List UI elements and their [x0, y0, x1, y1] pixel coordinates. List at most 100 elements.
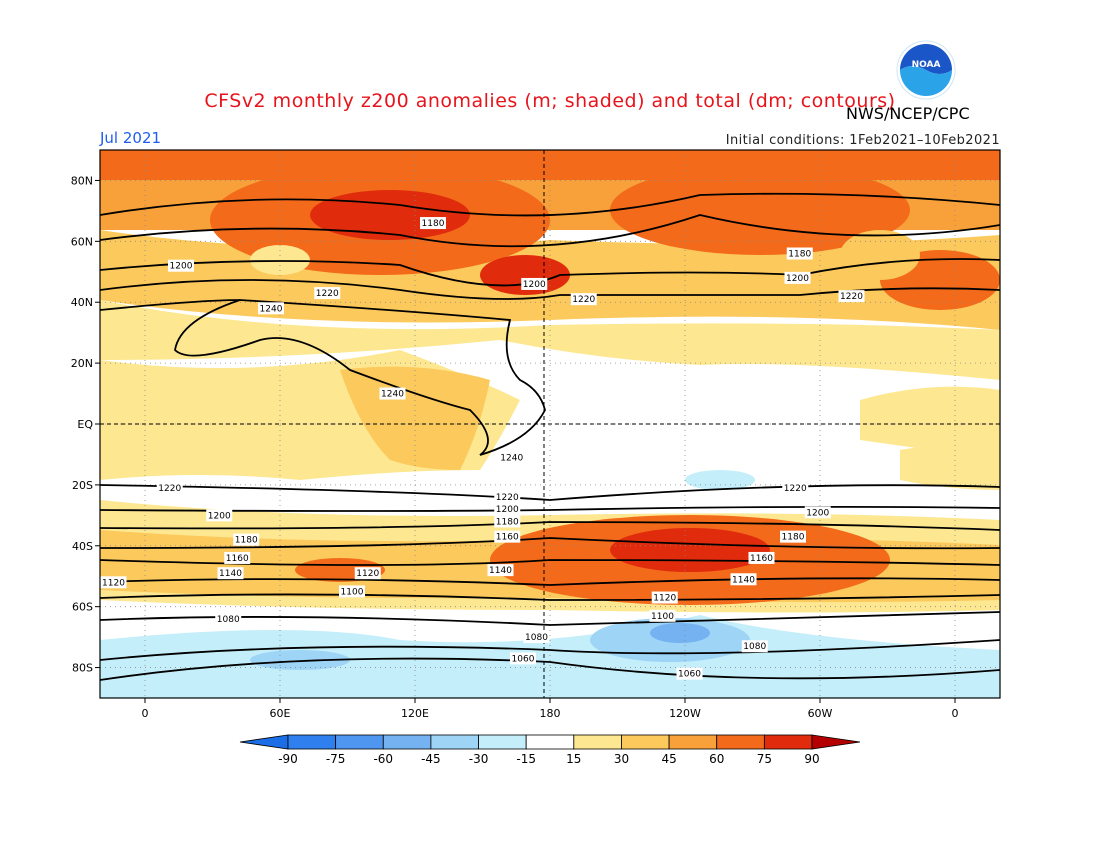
contour-label: 1220 [838, 290, 865, 303]
contour-label: 1060 [676, 667, 703, 680]
colorbar-tick-label: -60 [373, 752, 393, 766]
contour-labels: 1180 1200 1220 1240 1200 1220 1180 1200 1220 1240… [100, 217, 865, 680]
map-title: CFSv2 monthly z200 anomalies (m; shaded)… [204, 90, 896, 112]
colorbar-swatch [621, 734, 670, 750]
contour-label: 1220 [156, 481, 183, 494]
contour-label: 1200 [784, 271, 811, 284]
colorbar-tick-label: 45 [661, 752, 676, 766]
agency-label: NWS/NCEP/CPC [846, 104, 970, 123]
svg-text:1120: 1120 [356, 569, 379, 579]
map-panel: 1180 1200 1220 1240 1200 1220 1180 1200 1220 1240… [100, 150, 1000, 698]
lat-tick-label: 40S [72, 540, 93, 553]
svg-text:1180: 1180 [422, 219, 445, 229]
colorbar-tick-label: 60 [709, 752, 724, 766]
svg-text:1220: 1220 [784, 484, 807, 494]
colorbar-swatch [287, 734, 337, 750]
svg-text:1140: 1140 [732, 575, 755, 585]
svg-text:1120: 1120 [653, 594, 676, 604]
svg-text:1240: 1240 [260, 304, 283, 314]
lon-tick-label: 60E [270, 707, 291, 720]
colorbar: -90 -75 -60 -45 -30 -15 15 30 45 60 75 90 [239, 734, 861, 766]
contour-label: 1180 [494, 515, 521, 528]
logo-text: NOAA [912, 60, 941, 70]
lat-tick-label: 20N [71, 357, 93, 370]
lon-tick-label: 0 [142, 707, 149, 720]
contour-label: 1080 [523, 631, 550, 644]
contour-label: 1240 [498, 451, 525, 464]
svg-text:1220: 1220 [158, 484, 181, 494]
contour-label: 1160 [224, 551, 251, 564]
colorbar-swatch [335, 734, 384, 750]
svg-text:1180: 1180 [788, 250, 811, 260]
svg-text:1200: 1200 [786, 274, 809, 284]
contour-label: 1080 [741, 640, 768, 653]
colorbar-tick-label: -45 [421, 752, 441, 766]
contour-label: 1140 [730, 573, 757, 586]
svg-text:1060: 1060 [678, 670, 701, 680]
contour-label: 1060 [510, 652, 536, 665]
contour-label: 1100 [339, 585, 365, 598]
colorbar-high-arrow [811, 734, 861, 750]
contour-label: 1240 [379, 387, 406, 400]
contour-label: 1100 [649, 609, 676, 622]
contour-label: 1200 [494, 503, 521, 516]
svg-text:1180: 1180 [235, 536, 258, 546]
contour-label: 1240 [258, 302, 284, 315]
lon-tick-label: 60W [808, 707, 833, 720]
contour-label: 1200 [168, 259, 194, 272]
svg-text:1200: 1200 [496, 505, 519, 515]
lon-tick-label: 120E [401, 707, 429, 720]
lon-tick-label: 180 [540, 707, 561, 720]
contour-label: 1160 [748, 551, 775, 564]
contour-label: 1120 [100, 576, 127, 589]
svg-text:1180: 1180 [782, 533, 805, 543]
svg-text:1220: 1220 [840, 292, 863, 302]
colorbar-swatch [525, 734, 575, 750]
colorbar-swatch [478, 734, 527, 750]
lat-tick-label: 80N [71, 174, 93, 187]
colorbar-swatch [382, 734, 432, 750]
colorbar-tick-label: -75 [326, 752, 346, 766]
colorbar-swatch [763, 734, 813, 750]
month-label: Jul 2021 [100, 129, 162, 147]
contour-label: 1200 [521, 277, 548, 290]
svg-text:1180: 1180 [496, 517, 519, 527]
svg-text:1060: 1060 [512, 654, 535, 664]
lon-tick-label: 0 [952, 707, 959, 720]
contour-label: 1160 [494, 530, 521, 543]
svg-text:1080: 1080 [525, 633, 548, 643]
contour-label: 1180 [233, 533, 260, 546]
svg-text:1100: 1100 [651, 612, 674, 622]
colorbar-low-arrow [239, 734, 289, 750]
svg-text:1160: 1160 [226, 554, 249, 564]
contour-label: 1220 [314, 287, 341, 300]
lat-tick-label: 40N [71, 296, 93, 309]
longitude-axis: 0 60E 120E 180 120W 60W 0 [142, 698, 959, 720]
contour-label: 1140 [217, 567, 244, 580]
contour-label: 1140 [487, 564, 514, 577]
colorbar-swatch [716, 734, 765, 750]
svg-text:1220: 1220 [496, 493, 519, 503]
contour-label: 1180 [786, 247, 813, 260]
svg-text:1220: 1220 [572, 295, 595, 305]
colorbar-tick-label: -30 [469, 752, 489, 766]
lat-tick-label: 80S [72, 662, 93, 675]
svg-text:1080: 1080 [743, 642, 766, 652]
initial-conditions-label: Initial conditions: 1Feb2021–10Feb2021 [725, 133, 1000, 148]
contour-label: 1220 [570, 293, 597, 306]
colorbar-tick-label: 15 [566, 752, 581, 766]
lat-tick-label: EQ [77, 418, 93, 431]
contour-label: 1120 [354, 567, 381, 580]
contour-label: 1120 [651, 591, 678, 604]
svg-text:1080: 1080 [217, 615, 240, 625]
svg-text:1160: 1160 [496, 533, 519, 543]
colorbar-tick-label: 75 [757, 752, 772, 766]
contour-label: 1180 [420, 217, 446, 230]
colorbar-tick-label: -90 [278, 752, 298, 766]
colorbar-swatch [430, 734, 479, 750]
contour-label: 1200 [206, 509, 233, 522]
contour-label: 1200 [804, 506, 831, 519]
lat-tick-label: 20S [72, 479, 93, 492]
svg-text:1140: 1140 [489, 566, 512, 576]
svg-text:1100: 1100 [341, 587, 364, 597]
